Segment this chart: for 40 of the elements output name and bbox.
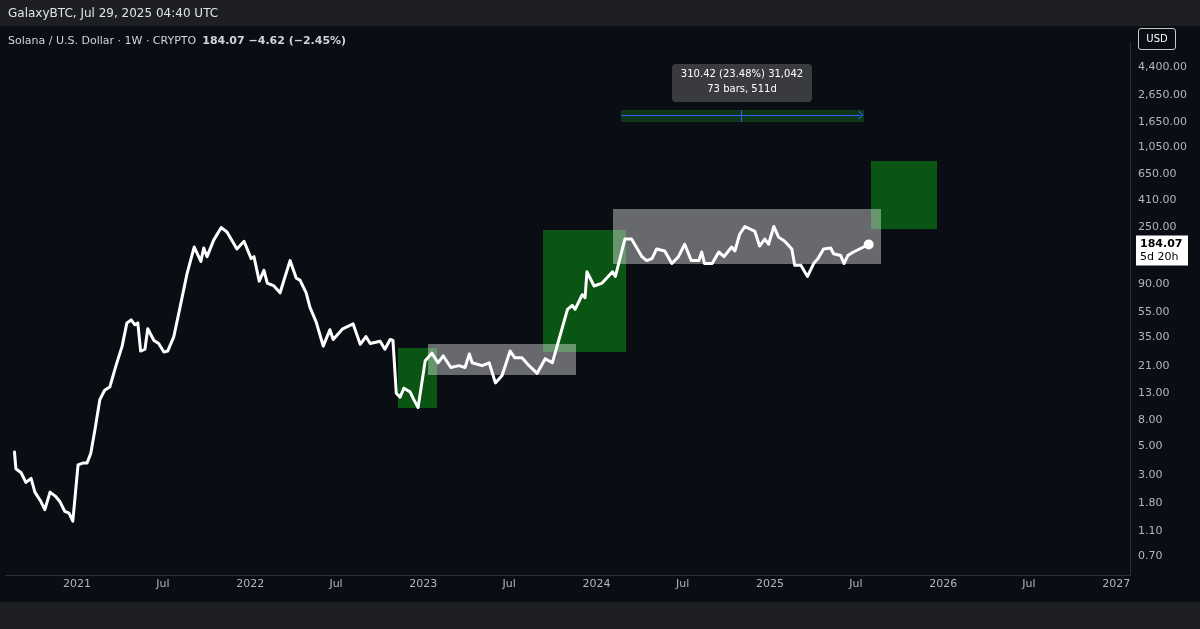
x-tick-label: Jul — [675, 577, 690, 591]
text: GalaxyBTC, Jul 29, 2025 04:40 UTC — [8, 6, 219, 20]
y-tick-label: 1.80 — [1138, 496, 1163, 510]
text: 184.07 — [1140, 237, 1183, 251]
x-tick-label: 2022 — [236, 577, 265, 591]
y-tick-label: 0.70 — [1138, 549, 1163, 563]
y-tick-label: 55.00 — [1138, 304, 1170, 318]
y-tick-label: 2,650.00 — [1138, 88, 1187, 102]
y-tick-label: 3.00 — [1138, 467, 1163, 481]
y-tick-label: 410.00 — [1138, 192, 1177, 206]
x-tick-label: Jul — [155, 577, 170, 591]
y-tick-label: 8.00 — [1138, 412, 1163, 426]
x-tick-label: Jul — [328, 577, 343, 591]
x-tick-label: 2021 — [63, 577, 92, 591]
x-tick-label: Jul — [1021, 577, 1036, 591]
x-tick-label: 2025 — [756, 577, 785, 591]
chart-subtitle: 184.07 −4.62 (−2.45%) — [202, 34, 347, 47]
text: USD — [1138, 28, 1176, 50]
y-tick-label: 21.00 — [1138, 358, 1170, 372]
y-tick-label: 1,650.00 — [1138, 114, 1187, 128]
x-tick-label: Jul — [848, 577, 863, 591]
x-tick-label: 2024 — [582, 577, 611, 591]
annotation: 73 bars, 511d — [706, 83, 778, 94]
chart-title: Solana / U.S. Dollar · 1W · CRYPTO — [8, 34, 197, 47]
y-tick-label: 35.00 — [1138, 330, 1170, 344]
y-tick-label: 650.00 — [1138, 166, 1177, 180]
x-tick-label: 2027 — [1102, 577, 1131, 591]
x-tick-label: 2023 — [409, 577, 438, 591]
y-tick-label: 5.00 — [1138, 439, 1163, 453]
annotation: 310.42 (23.48%) 31,042 — [679, 68, 805, 79]
y-tick-label: 250.00 — [1138, 220, 1177, 234]
x-tick-label: 2026 — [929, 577, 958, 591]
measure-tooltip: 310.42 (23.48%) 31,042 73 bars, 511d — [672, 64, 812, 102]
text: 5d 20h — [1140, 250, 1179, 264]
y-tick-label: 1.10 — [1138, 523, 1163, 537]
y-tick-label: 90.00 — [1138, 277, 1170, 291]
y-tick-label: 1,050.00 — [1138, 139, 1187, 153]
y-tick-label: 13.00 — [1138, 385, 1170, 399]
x-tick-label: Jul — [501, 577, 516, 591]
y-tick-label: 4,400.00 — [1138, 59, 1187, 73]
